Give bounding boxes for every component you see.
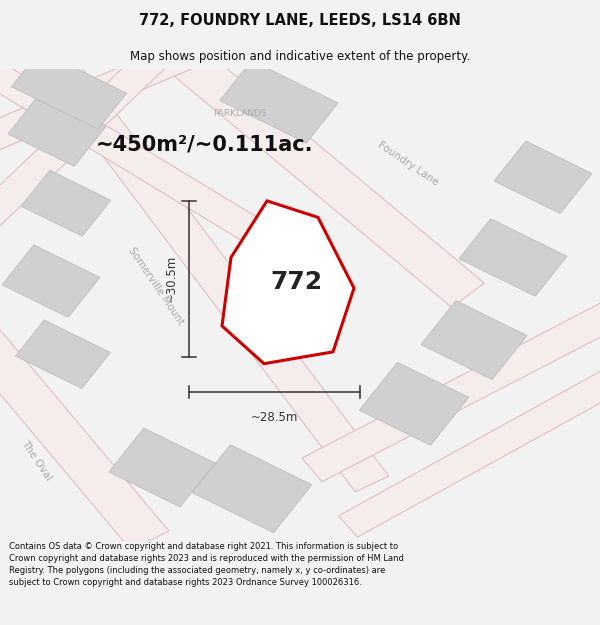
Polygon shape xyxy=(192,445,312,532)
Text: ~30.5m: ~30.5m xyxy=(165,255,178,302)
Text: Somerville Mount: Somerville Mount xyxy=(127,245,185,326)
Polygon shape xyxy=(302,293,600,482)
Polygon shape xyxy=(0,32,218,166)
Polygon shape xyxy=(222,201,354,364)
Polygon shape xyxy=(8,94,106,166)
Text: The Oval: The Oval xyxy=(19,439,53,483)
Polygon shape xyxy=(0,37,181,242)
Polygon shape xyxy=(494,141,592,214)
Text: PARKLANDS: PARKLANDS xyxy=(213,109,267,118)
Text: ~450m²/~0.111ac.: ~450m²/~0.111ac. xyxy=(96,134,314,154)
Polygon shape xyxy=(359,362,469,445)
Polygon shape xyxy=(0,49,322,278)
Polygon shape xyxy=(11,51,127,129)
Polygon shape xyxy=(459,219,567,296)
Text: Contains OS data © Crown copyright and database right 2021. This information is : Contains OS data © Crown copyright and d… xyxy=(9,542,404,587)
Text: 772: 772 xyxy=(270,270,322,294)
Polygon shape xyxy=(220,61,338,143)
Polygon shape xyxy=(421,301,527,379)
Polygon shape xyxy=(43,61,389,492)
Polygon shape xyxy=(0,295,169,551)
Polygon shape xyxy=(16,320,110,389)
Text: Foundry Lane: Foundry Lane xyxy=(376,139,440,187)
Text: ~28.5m: ~28.5m xyxy=(251,411,298,424)
Text: Map shows position and indicative extent of the property.: Map shows position and indicative extent… xyxy=(130,49,470,62)
Polygon shape xyxy=(109,428,215,507)
Text: 772, FOUNDRY LANE, LEEDS, LS14 6BN: 772, FOUNDRY LANE, LEEDS, LS14 6BN xyxy=(139,12,461,28)
Polygon shape xyxy=(21,170,111,236)
Polygon shape xyxy=(2,245,100,318)
Polygon shape xyxy=(338,360,600,537)
Polygon shape xyxy=(152,33,484,308)
